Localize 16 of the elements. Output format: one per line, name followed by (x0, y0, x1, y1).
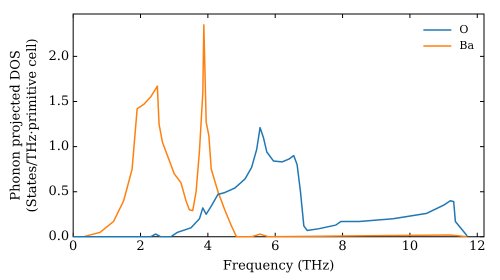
x-tick-label: 12 (468, 238, 486, 254)
y-tick-label: 1.5 (48, 94, 70, 109)
legend-label: O (459, 22, 468, 36)
y-tick-label: 2.0 (48, 48, 70, 64)
y-tick-label: 1.0 (48, 138, 70, 154)
y-tick-label: 0.0 (48, 229, 70, 244)
x-tick-label: 4 (204, 238, 212, 254)
x-tick-label: 0 (69, 238, 78, 254)
y-axis-title: Phonon projected DOS (States/THz·primitive cell) (8, 38, 40, 212)
x-tick-label: 8 (338, 238, 347, 254)
x-tick-label: 6 (271, 238, 280, 254)
x-tick-label: 2 (136, 238, 145, 254)
x-axis-title: Frequency (THz) (222, 258, 334, 274)
x-tick-label: 10 (402, 238, 418, 254)
legend-label: Ba (459, 38, 474, 52)
y-tick-label: 0.5 (48, 184, 70, 200)
